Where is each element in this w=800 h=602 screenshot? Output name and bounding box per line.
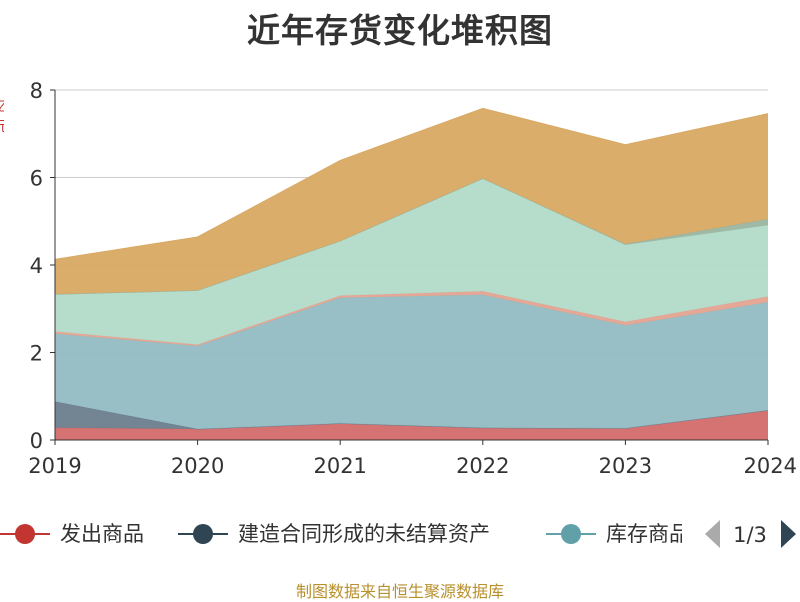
- y-tick-label: 8: [30, 79, 43, 103]
- area-series-4: [55, 178, 768, 345]
- y-tick-label: 0: [30, 429, 43, 453]
- legend-dot: [193, 524, 213, 544]
- area-series-2: [55, 294, 768, 430]
- legend-label: 库存商品: [606, 522, 682, 546]
- source-note: 制图数据来自恒生聚源数据库: [295, 582, 504, 601]
- x-tick-label: 2020: [171, 454, 224, 478]
- y-axis-label: 亿元: [0, 96, 4, 136]
- y-tick-label: 6: [30, 167, 43, 191]
- x-tick-label: 2019: [28, 454, 81, 478]
- legend-page-indicator: 1/3: [733, 523, 767, 547]
- area-line-6: [54, 107, 769, 260]
- x-tick-label: 2021: [313, 454, 366, 478]
- legend-dot: [561, 524, 581, 544]
- legend-dot: [15, 524, 35, 544]
- stacked-area-chart: 0 2 4 6 8 2019 2020 2021 2022 2023 2024: [28, 79, 797, 478]
- legend-next-icon[interactable]: [781, 520, 796, 548]
- y-tick-label: 4: [30, 254, 43, 278]
- legend-pager: 1/3: [700, 518, 800, 550]
- area-series-0: [55, 410, 768, 440]
- x-tick-label: 2023: [599, 454, 652, 478]
- x-tick-label: 2022: [456, 454, 509, 478]
- legend: 发出商品 建造合同形成的未结算资产 库存商品 1/3: [0, 514, 800, 554]
- area-series-1: [55, 401, 768, 430]
- legend-label: 发出商品: [60, 522, 144, 546]
- legend-item-kucun[interactable]: 库存商品: [546, 520, 682, 548]
- legend-label: 建造合同形成的未结算资产: [238, 522, 490, 546]
- y-tick-label: 2: [30, 342, 43, 366]
- legend-prev-icon[interactable]: [705, 520, 720, 548]
- area-series-6: [55, 108, 768, 295]
- chart-title: 近年存货变化堆积图: [247, 11, 553, 50]
- x-tick-label: 2024: [744, 454, 797, 478]
